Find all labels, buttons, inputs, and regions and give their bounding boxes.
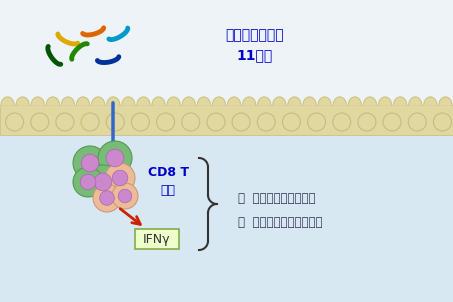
Polygon shape [333,97,346,105]
Polygon shape [409,97,422,105]
Text: IFNγ: IFNγ [143,233,171,246]
FancyBboxPatch shape [135,229,179,249]
Circle shape [81,154,99,172]
Polygon shape [439,97,452,105]
Polygon shape [92,97,105,105]
Polygon shape [318,97,331,105]
Circle shape [118,189,132,203]
Circle shape [112,183,138,209]
Polygon shape [212,97,226,105]
Bar [0,0,453,110]
Polygon shape [182,97,195,105]
Circle shape [98,141,132,175]
Circle shape [100,191,114,205]
Polygon shape [288,97,301,105]
Polygon shape [424,97,437,105]
Circle shape [105,163,135,193]
Polygon shape [227,97,241,105]
Polygon shape [363,97,376,105]
Text: CD8 T
細胞: CD8 T 細胞 [148,166,188,198]
Polygon shape [198,97,210,105]
Polygon shape [137,97,150,105]
Polygon shape [1,97,14,105]
Polygon shape [243,97,255,105]
Circle shape [86,165,120,199]
Polygon shape [77,97,90,105]
Polygon shape [258,97,271,105]
Circle shape [80,174,96,190]
Polygon shape [122,97,135,105]
Polygon shape [379,97,391,105]
Polygon shape [16,97,29,105]
Polygon shape [152,97,165,105]
Text: ・  抗がん免疫応答の強化: ・ 抗がん免疫応答の強化 [238,216,323,229]
Polygon shape [303,97,316,105]
Polygon shape [273,97,286,105]
Circle shape [93,184,121,212]
Bar [0,110,453,302]
Polygon shape [46,97,59,105]
Polygon shape [167,97,180,105]
Polygon shape [394,97,407,105]
Polygon shape [62,97,74,105]
Polygon shape [31,97,44,105]
Text: ・  感染症リスクの低下: ・ 感染症リスクの低下 [238,191,315,204]
Polygon shape [107,97,120,105]
Circle shape [73,146,107,180]
Circle shape [73,167,103,197]
Circle shape [112,170,128,186]
Polygon shape [348,97,361,105]
Text: 同定・培養した
11菌株: 同定・培養した 11菌株 [226,28,284,62]
Circle shape [94,173,112,191]
Circle shape [106,149,124,167]
Bar [0,105,453,135]
